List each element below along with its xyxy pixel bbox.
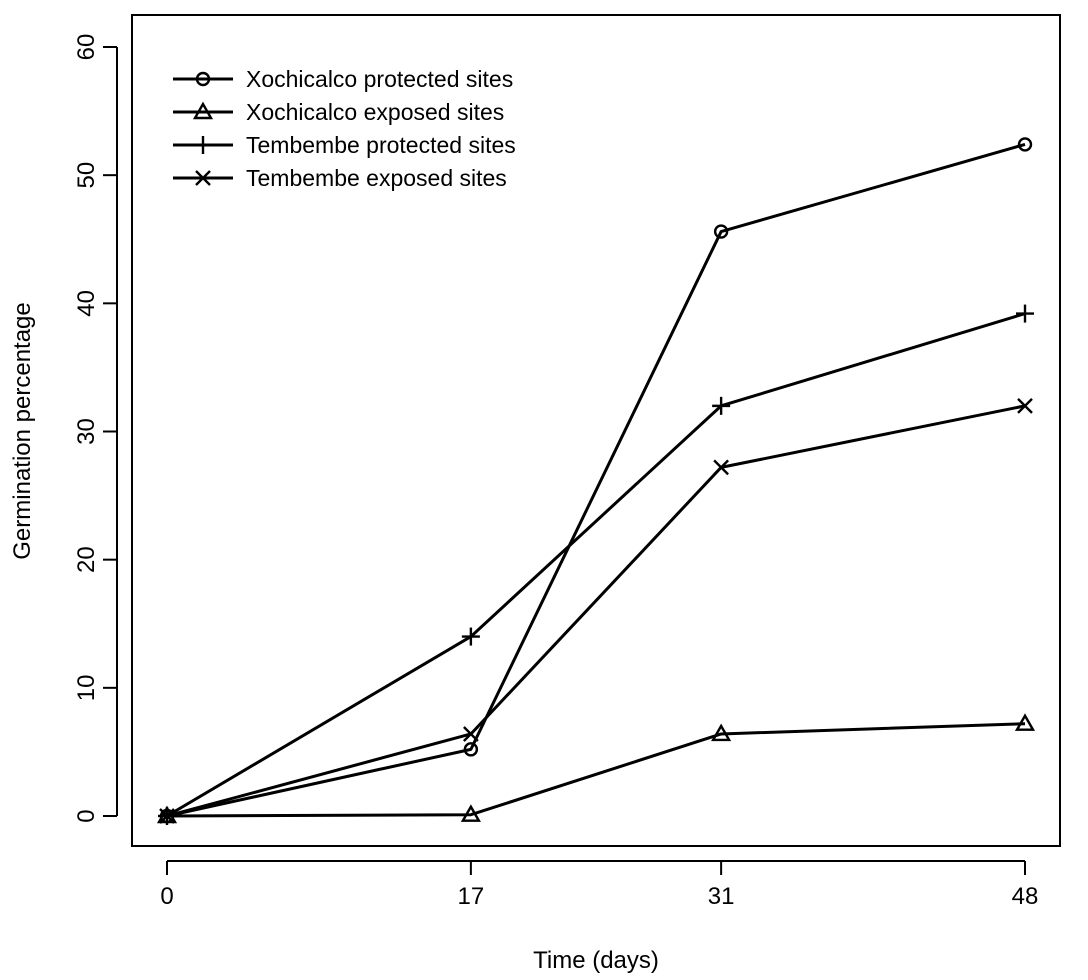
series-2 bbox=[158, 304, 1034, 825]
legend-marker-2 bbox=[194, 136, 212, 154]
series-1-point-2 bbox=[711, 723, 732, 742]
series-0-point-1 bbox=[463, 742, 479, 757]
x-axis-title: Time (days) bbox=[533, 947, 659, 974]
x-tick-label-0: 0 bbox=[160, 883, 173, 910]
y-axis: 0 10 20 30 40 50 60 bbox=[73, 34, 118, 823]
x-tick-label-48: 48 bbox=[1012, 883, 1039, 910]
series-3-point-2-b bbox=[713, 459, 729, 476]
y-tick-label-30: 30 bbox=[73, 418, 100, 445]
series-0 bbox=[159, 137, 1033, 824]
series-line-0 bbox=[166, 142, 1026, 818]
legend-marker-1 bbox=[192, 101, 214, 120]
series-0-point-3 bbox=[1017, 137, 1033, 152]
series-3-point-0 bbox=[159, 808, 175, 824]
plot-frame bbox=[131, 14, 1061, 847]
legend-label-0: Xochicalco protected sites bbox=[246, 66, 513, 92]
series-group bbox=[156, 137, 1036, 825]
series-3-point-1-b bbox=[463, 726, 479, 742]
series-3 bbox=[159, 398, 1033, 824]
x-tick-label-17: 17 bbox=[458, 883, 485, 910]
y-tick-label-60: 60 bbox=[73, 34, 100, 61]
legend-label-3: Tembembe exposed sites bbox=[246, 165, 507, 191]
legend-item-2: Tembembe protected sites bbox=[173, 132, 516, 158]
series-3-point-0-b bbox=[159, 808, 175, 824]
x-axis: 0 17 31 48 bbox=[160, 860, 1039, 910]
y-tick-label-50: 50 bbox=[73, 162, 100, 189]
series-line-1 bbox=[166, 722, 1026, 818]
y-tick-label-40: 40 bbox=[73, 290, 100, 317]
legend-marker-0 bbox=[195, 71, 211, 87]
series-1 bbox=[156, 713, 1036, 824]
y-tick-label-10: 10 bbox=[73, 674, 100, 701]
legend: Xochicalco protected sites Xochicalco exp… bbox=[173, 66, 516, 191]
series-1-point-3 bbox=[1014, 713, 1036, 731]
legend-marker-3-b bbox=[195, 170, 211, 186]
legend-item-1: Xochicalco exposed sites bbox=[173, 99, 504, 125]
x-tick-label-31: 31 bbox=[708, 883, 735, 910]
series-1-point-1 bbox=[460, 804, 481, 822]
y-tick-label-20: 20 bbox=[73, 546, 100, 573]
legend-item-3: Tembembe exposed sites bbox=[173, 165, 507, 191]
legend-marker-3 bbox=[195, 170, 211, 186]
series-3-point-2 bbox=[713, 459, 729, 476]
series-3-point-3-b bbox=[1017, 398, 1033, 414]
series-line-3 bbox=[166, 404, 1026, 818]
series-0-point-2 bbox=[713, 224, 729, 239]
legend-label-2: Tembembe protected sites bbox=[246, 132, 516, 158]
series-2-point-3 bbox=[1016, 304, 1034, 323]
series-3-point-1 bbox=[463, 726, 479, 742]
y-axis-title: Germination percentage bbox=[9, 302, 36, 559]
series-line-2 bbox=[166, 312, 1026, 818]
y-tick-label-0: 0 bbox=[73, 809, 100, 822]
series-3-point-3 bbox=[1017, 398, 1033, 414]
legend-label-1: Xochicalco exposed sites bbox=[246, 99, 504, 125]
series-2-point-2 bbox=[712, 396, 731, 415]
legend-item-0: Xochicalco protected sites bbox=[173, 66, 513, 92]
series-2-point-1 bbox=[461, 627, 480, 646]
